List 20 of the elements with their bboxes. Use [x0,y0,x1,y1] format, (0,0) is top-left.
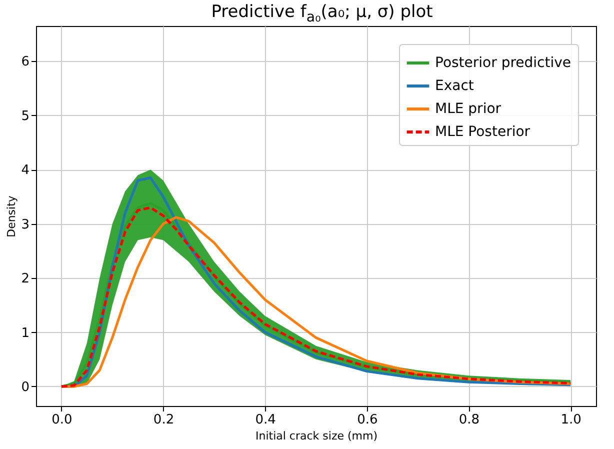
x-axis-title: Initial crack size (mm) [256,430,378,442]
y-tick-label: 5 [21,108,30,124]
y-axis-title: Density [5,195,18,238]
legend-label: MLE prior [435,101,502,117]
y-tick-label: 4 [21,163,30,178]
x-tick-label: 0.6 [357,412,378,428]
x-tick-label: 1.0 [560,412,582,428]
x-tick-label: 0.0 [52,412,72,428]
y-tick-label: 2 [21,272,30,287]
y-tick-label: 0 [21,380,30,395]
y-tick-label: 1 [21,326,30,341]
y-tick-label: 6 [21,54,30,70]
y-tick-label: 3 [21,217,30,232]
x-tick-label: 0.2 [153,412,174,428]
x-tick-label: 0.4 [255,412,276,428]
x-tick-label: 0.8 [458,412,480,428]
legend-label: Posterior predictive [435,55,572,71]
legend-label: Exact [435,78,474,94]
legend-label: MLE Posterior [435,124,530,140]
chart-title: Predictive f$_{a₀}$(a₀; μ, σ) plot [210,1,434,26]
